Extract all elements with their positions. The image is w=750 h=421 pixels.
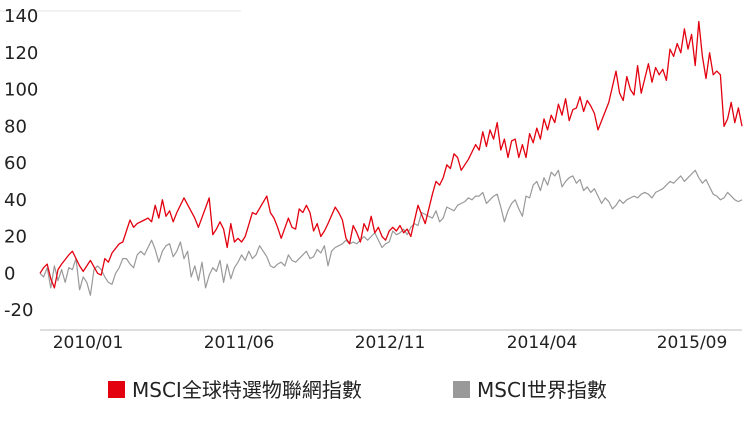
y-tick-label: 20 — [4, 227, 27, 248]
x-tick-label: 2012/11 — [355, 333, 426, 353]
y-tick-label: 140 — [4, 6, 38, 27]
y-tick-label: 60 — [4, 153, 27, 174]
legend: MSCI全球特選物聯網指數 MSCI世界指數 — [108, 378, 607, 402]
series-line-world-index — [39, 169, 743, 296]
legend-swatch — [108, 381, 125, 398]
x-tick-label: 2010/01 — [53, 333, 124, 353]
y-tick-label: -20 — [4, 300, 33, 321]
legend-item-world-index: MSCI世界指數 — [453, 378, 607, 402]
legend-label: MSCI全球特選物聯網指數 — [132, 378, 362, 402]
legend-label: MSCI世界指數 — [477, 378, 607, 402]
x-tick-label: 2011/06 — [204, 333, 275, 353]
y-tick-label: 100 — [4, 80, 38, 101]
x-axis: 2010/01 2011/06 2012/11 2014/04 2015/09 — [53, 333, 728, 353]
y-tick-label: 80 — [4, 116, 27, 137]
y-axis: 140 120 100 80 60 40 20 0 -20 — [4, 6, 38, 321]
y-tick-label: 120 — [4, 43, 38, 64]
series-layer — [39, 20, 743, 296]
series-line-iot-index — [39, 20, 743, 289]
legend-item-iot-index: MSCI全球特選物聯網指數 — [108, 378, 362, 402]
y-tick-label: 40 — [4, 190, 27, 211]
legend-swatch — [453, 381, 470, 398]
x-tick-label: 2014/04 — [507, 333, 578, 353]
x-tick-label: 2015/09 — [657, 333, 728, 353]
y-tick-label: 0 — [4, 263, 15, 284]
